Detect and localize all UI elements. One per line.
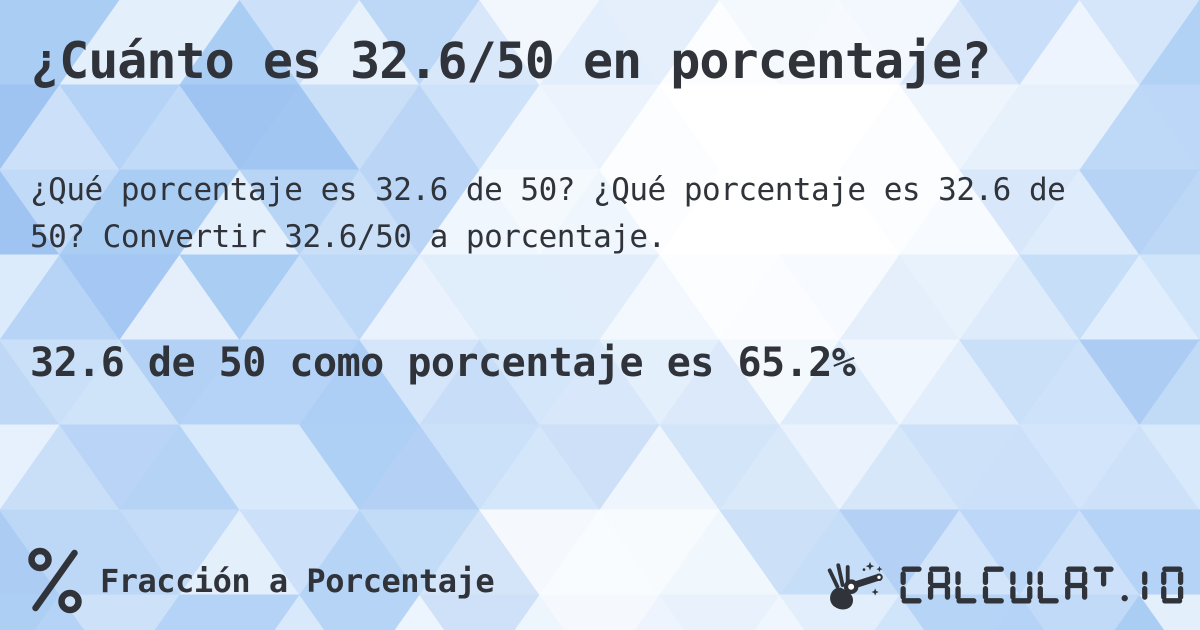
magic-wand-hand-icon	[827, 561, 883, 610]
answer-statement: 32.6 de 50 como porcentaje es 65.2%	[30, 340, 856, 386]
brand-wordmark	[900, 566, 1184, 604]
question-description: ¿Qué porcentaje es 32.6 de 50? ¿Qué porc…	[30, 172, 1066, 255]
page-title: ¿Cuánto es 32.6/50 en porcentaje?	[30, 32, 991, 90]
brand-logo	[822, 552, 1188, 618]
category-label: Fracción a Porcentaje	[100, 562, 495, 600]
category-badge: Fracción a Porcentaje	[26, 545, 495, 615]
percent-icon	[28, 547, 82, 613]
